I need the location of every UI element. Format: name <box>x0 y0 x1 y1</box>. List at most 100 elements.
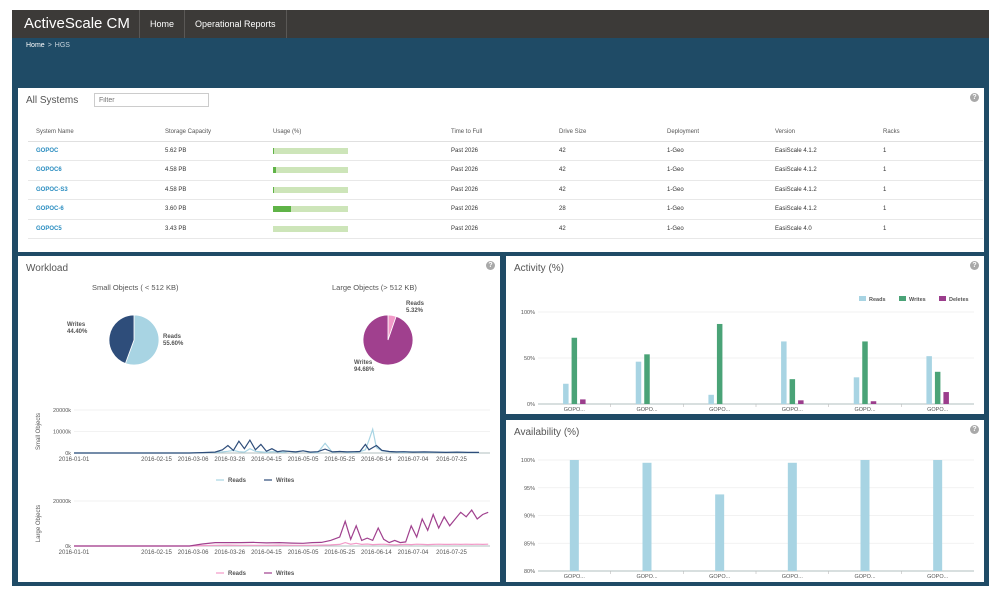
workload-panel: Workload ? Small Objects ( < 512 KB) Lar… <box>18 256 500 582</box>
usage-bar <box>273 186 348 193</box>
small-objects-line-xtick-label: 2016-07-25 <box>436 457 467 463</box>
availability-ytick-label: 90% <box>524 514 535 520</box>
large-objects-pie-slice-writes <box>362 314 414 366</box>
activity-xtick-label: GOPO... <box>927 407 949 413</box>
system-name-link[interactable]: GOPOC-6 <box>28 199 157 220</box>
help-icon[interactable]: ? <box>970 425 979 434</box>
system-name-link[interactable]: GOPOC5 <box>28 219 157 239</box>
app-title: ActiveScale CM <box>24 15 130 32</box>
breadcrumb-separator: > <box>47 42 52 49</box>
availability-title: Availability (%) <box>514 427 580 438</box>
all-systems-title: All Systems <box>26 95 79 106</box>
small-objects-line-ytick-label: 20000k <box>53 408 71 414</box>
col-time-to-full[interactable]: Time to Full <box>443 124 551 142</box>
small-objects-line-xtick-label: 2016-04-15 <box>251 457 282 463</box>
large-objects-line-xtick-label: 2016-02-15 <box>141 550 172 556</box>
activity-bar-writes <box>934 371 941 404</box>
availability-xtick-label: GOPO... <box>564 574 586 580</box>
col-drive-size[interactable]: Drive Size <box>551 124 659 142</box>
col-usage[interactable]: Usage (%) <box>265 124 443 142</box>
help-icon[interactable]: ? <box>486 261 495 270</box>
col-version[interactable]: Version <box>767 124 875 142</box>
table-cell: 1-Geo <box>659 180 767 200</box>
table-cell: EasiScale 4.1.2 <box>767 141 875 161</box>
activity-title: Activity (%) <box>514 263 564 274</box>
availability-xtick-label: GOPO... <box>709 574 731 580</box>
large-objects-line-xtick-label: 2016-04-15 <box>251 550 282 556</box>
app-frame: ActiveScale CM Home Operational Reports … <box>12 10 989 586</box>
availability-chart: 100% 95% 90% 85% 80% GOPO... GOPO... GOPO... GOP… <box>521 458 974 580</box>
system-name-link[interactable]: GOPOC <box>28 141 157 161</box>
top-bar: ActiveScale CM Home Operational Reports <box>12 10 989 38</box>
system-name-link[interactable]: GOPOC6 <box>28 160 157 181</box>
usage-cell <box>265 180 443 200</box>
large-objects-line-xtick-label: 2016-01-01 <box>59 550 90 556</box>
workload-title: Workload <box>26 263 69 274</box>
availability-bar-availability <box>715 494 725 571</box>
table-cell: Past 2026 <box>443 219 551 239</box>
table-cell: 42 <box>551 180 659 200</box>
usage-bar-fill <box>273 167 276 174</box>
large-objects-line-series-writes <box>74 508 489 547</box>
nav-operational-reports[interactable]: Operational Reports <box>184 10 287 38</box>
help-icon[interactable]: ? <box>970 93 979 102</box>
activity-bar-writes <box>571 337 578 404</box>
availability-bar-availability <box>642 462 652 571</box>
help-icon[interactable]: ? <box>970 261 979 270</box>
activity-bar-writes <box>862 341 868 404</box>
small-objects-title: Small Objects ( < 512 KB) <box>92 283 179 292</box>
small-objects-line-xtick-label: 2016-05-05 <box>288 457 319 463</box>
nav-home[interactable]: Home <box>139 10 186 38</box>
table-cell: 1 <box>875 141 983 161</box>
activity-xtick-label: GOPO... <box>782 407 804 413</box>
large-objects-line-ytick-label: 20000k <box>53 499 71 505</box>
col-system-name[interactable]: System Name <box>28 124 157 142</box>
usage-cell <box>265 199 443 220</box>
usage-bar <box>273 206 348 213</box>
table-cell: EasiScale 4.0 <box>767 219 875 239</box>
small-objects-line-xtick-label: 2016-03-26 <box>214 457 245 463</box>
small-reads-label: Reads 55.60% <box>163 334 184 347</box>
col-deployment[interactable]: Deployment <box>659 124 767 142</box>
table-cell: 3.43 PB <box>157 219 265 239</box>
small-objects-line-xtick-label: 2016-03-06 <box>178 457 209 463</box>
small-objects-line-series-writes <box>74 438 479 454</box>
availability-xtick-label: GOPO... <box>927 574 949 580</box>
table-cell: 5.62 PB <box>157 141 265 161</box>
workload-charts: 20000k 10000k 0k Small Objects 2016-01-01 201… <box>36 314 490 577</box>
table-row: GOPOC-6 3.60 PB Past 2026 28 1-Geo EasiScale … <box>28 199 983 220</box>
availability-panel: Availability (%) ? 100% 95% 90% 85% 80% GOPO.… <box>506 420 984 582</box>
large-objects-line-xtick-label: 2016-05-05 <box>288 550 319 556</box>
table-cell: 4.58 PB <box>157 180 265 200</box>
availability-ytick-label: 85% <box>524 541 535 547</box>
table-row: GOPOC-S3 4.58 PB Past 2026 42 1-Geo EasiScale… <box>28 180 983 200</box>
availability-ytick-label: 100% <box>521 458 535 464</box>
table-cell: Past 2026 <box>443 160 551 181</box>
availability-bar-availability <box>569 460 579 571</box>
col-storage-capacity[interactable]: Storage Capacity <box>157 124 265 142</box>
table-cell: 1 <box>875 199 983 220</box>
large-objects-title: Large Objects (> 512 KB) <box>332 283 417 292</box>
filter-input[interactable] <box>94 93 209 107</box>
large-objects-legend-reads: Reads <box>228 571 247 577</box>
large-objects-line-xtick-label: 2016-07-04 <box>398 550 429 556</box>
table-cell: 1-Geo <box>659 141 767 161</box>
breadcrumb-home[interactable]: Home <box>26 42 45 49</box>
table-row: GOPOC 5.62 PB Past 2026 42 1-Geo EasiScale 4.… <box>28 141 983 161</box>
system-name-link[interactable]: GOPOC-S3 <box>28 180 157 200</box>
systems-table: System Name Storage Capacity Usage (%) T… <box>28 124 983 239</box>
table-cell: 1 <box>875 160 983 181</box>
availability-ytick-label: 95% <box>524 486 535 492</box>
table-cell: 1-Geo <box>659 219 767 239</box>
activity-bar-deletes <box>870 401 877 404</box>
large-objects-line-xtick-label: 2016-03-26 <box>214 550 245 556</box>
table-cell: 1 <box>875 180 983 200</box>
table-cell: 1-Geo <box>659 199 767 220</box>
small-objects-line-xtick-label: 2016-01-01 <box>59 457 90 463</box>
usage-bar-fill <box>273 186 274 193</box>
large-objects-line-xtick-label: 2016-05-25 <box>324 550 355 556</box>
col-racks[interactable]: Racks <box>875 124 983 142</box>
small-writes-label: Writes 44.40% <box>67 322 88 335</box>
small-objects-pie-slice-writes <box>108 314 135 364</box>
activity-legend-label: Reads <box>869 297 886 303</box>
